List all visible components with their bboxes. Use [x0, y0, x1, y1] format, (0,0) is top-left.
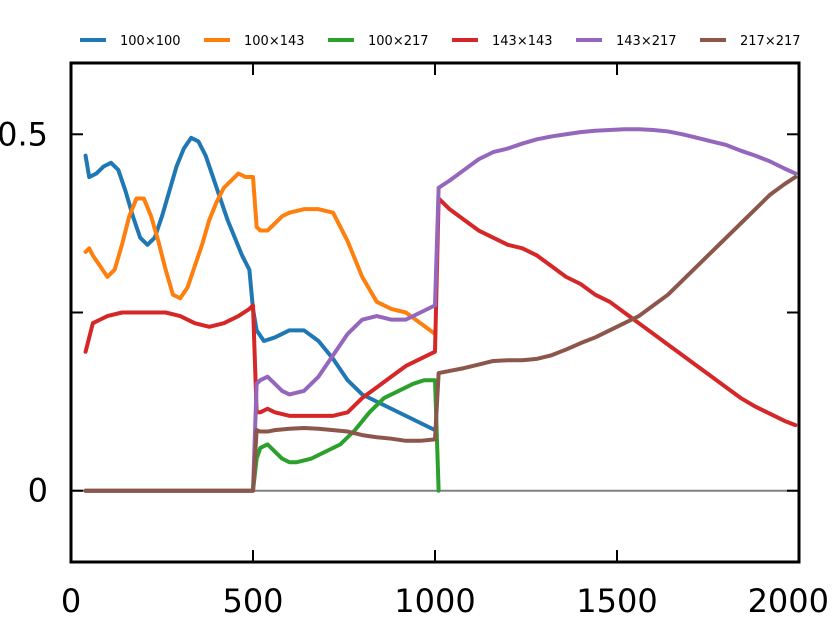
legend-label-1: 100×143	[244, 34, 305, 49]
legend-label-5: 217×217	[740, 34, 801, 49]
series-line-1	[83, 171, 437, 336]
series-line-3	[83, 196, 798, 428]
x-tick-label-0: 0	[61, 582, 81, 620]
legend-label-0: 100×100	[120, 34, 181, 49]
series-layer	[83, 127, 798, 493]
x-tick-label-3: 1500	[576, 582, 657, 620]
y-tick-label-0: 0	[28, 472, 48, 510]
series-line-2	[83, 378, 441, 493]
x-tick-label-2: 1000	[394, 582, 475, 620]
legend-label-3: 143×143	[492, 34, 553, 49]
series-line-4	[83, 127, 798, 493]
x-tick-label-1: 500	[222, 582, 283, 620]
y-tick-label-2: 0.5	[0, 115, 48, 153]
series-line-5	[83, 175, 798, 493]
x-tick-label-4: 2000	[748, 582, 829, 620]
tick-labels-layer: 0 500 1000 1500 2000 0 0.5	[0, 115, 829, 620]
series-line-0	[83, 135, 437, 433]
ticks-layer	[70, 63, 800, 562]
legend-label-4: 143×217	[616, 34, 677, 49]
legend-label-2: 100×217	[368, 34, 429, 49]
legend: 100×100 100×143 100×217 143×143 143×217 217×2…	[80, 34, 801, 49]
